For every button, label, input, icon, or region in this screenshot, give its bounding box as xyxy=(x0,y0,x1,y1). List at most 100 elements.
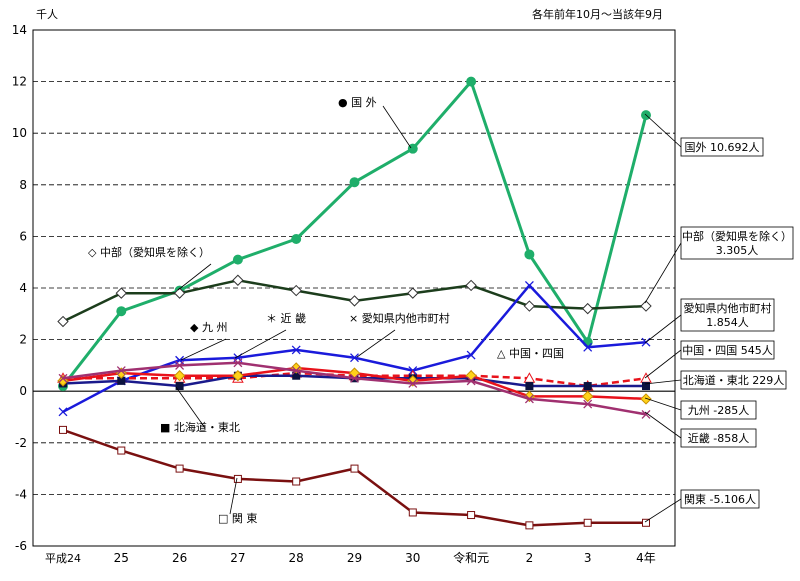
point-marker xyxy=(524,280,534,290)
point-marker xyxy=(116,306,127,317)
end-label-box xyxy=(680,340,775,360)
end-label-kokugai: 国外 10.692人 xyxy=(644,113,764,157)
end-label-box xyxy=(680,137,764,157)
end-label-text: 近畿 -858人 xyxy=(688,431,749,445)
y-tick-label: 6 xyxy=(19,229,27,243)
point-marker xyxy=(233,474,242,483)
end-label-text: 愛知県内他市町村 xyxy=(684,301,772,315)
leader-line xyxy=(382,105,412,149)
annotation-kanto: □ 関 東 xyxy=(218,512,257,525)
point-marker xyxy=(116,366,126,376)
series-line xyxy=(61,80,648,387)
point-marker xyxy=(466,350,476,360)
y-tick-label: 10 xyxy=(12,126,27,140)
x-tick-label: 令和元 xyxy=(453,550,489,565)
point-marker xyxy=(173,370,186,382)
annotation-kinki: ＊ 近 畿 xyxy=(266,311,306,325)
point-marker xyxy=(232,274,244,286)
end-label-kyushu: 九州 -285人 xyxy=(644,397,757,420)
x-axis: 平成24 25 26 27 28 29 30 令和元 2 3 4年 xyxy=(45,550,656,565)
point-marker xyxy=(583,382,592,391)
gridlines xyxy=(33,81,675,495)
point-marker xyxy=(175,360,185,370)
point-marker xyxy=(175,382,184,391)
end-label-text: 九州 -285人 xyxy=(688,404,749,417)
x-tick-label: 27 xyxy=(230,551,245,565)
point-marker xyxy=(350,464,359,473)
x-tick-label: 29 xyxy=(347,551,362,565)
leader-line xyxy=(356,329,396,358)
y-tick-label: -4 xyxy=(15,487,27,501)
point-marker xyxy=(583,518,592,527)
point-marker xyxy=(59,425,67,434)
end-label-text: 1.854人 xyxy=(706,316,749,329)
leader-line xyxy=(234,329,287,359)
series-近畿 xyxy=(58,358,651,419)
point-marker xyxy=(581,302,594,315)
leader-line xyxy=(180,338,227,361)
end-label-leader xyxy=(644,314,682,344)
point-marker xyxy=(290,284,302,297)
point-marker xyxy=(291,233,302,244)
point-marker xyxy=(173,287,186,299)
x-tick-label: 28 xyxy=(289,551,304,565)
end-label-text: 国外 10.692人 xyxy=(685,141,760,154)
point-marker xyxy=(525,521,534,530)
end-label-leader xyxy=(644,411,682,439)
end-label-box xyxy=(680,370,787,390)
end-label-leader xyxy=(644,498,682,523)
x-tick-label: 26 xyxy=(172,551,187,565)
end-label-leader xyxy=(644,349,682,379)
annotation-kokugai: ● 国 外 xyxy=(338,96,377,109)
end-label-leader xyxy=(644,242,682,304)
end-label-box xyxy=(680,428,757,448)
unit-label: 千人 xyxy=(36,8,58,21)
point-marker xyxy=(583,399,593,409)
point-marker xyxy=(233,358,243,368)
period-note: 各年前年10月～当該年9月 xyxy=(532,7,663,21)
y-tick-label: -2 xyxy=(15,436,27,450)
end-label-text: 中国・四国 545人 xyxy=(682,344,773,357)
point-marker xyxy=(581,390,594,403)
y-tick-label: 0 xyxy=(19,384,27,398)
point-marker xyxy=(58,407,68,417)
point-marker xyxy=(466,376,476,386)
end-label-leader xyxy=(644,397,682,411)
point-marker xyxy=(465,279,477,292)
series-国外 xyxy=(58,76,651,392)
end-label-leader xyxy=(644,113,682,148)
end-label-leader xyxy=(644,379,682,385)
point-marker xyxy=(175,464,184,473)
series-関東 xyxy=(59,425,650,530)
end-label-box xyxy=(680,400,757,420)
plot-frame xyxy=(32,29,676,547)
point-marker xyxy=(524,394,534,404)
end-label-text: 中部（愛知県を除く） xyxy=(682,229,792,243)
x-tick-label: 30 xyxy=(405,551,420,565)
leader-line xyxy=(175,386,206,429)
annotation-chugoku: △ 中国・四国 xyxy=(497,347,564,360)
point-marker xyxy=(640,300,652,312)
point-marker xyxy=(291,366,301,376)
end-label-text: 3.305人 xyxy=(716,244,759,257)
point-marker xyxy=(117,446,126,455)
y-tick-label: 14 xyxy=(12,23,27,37)
x-tick-label: 4年 xyxy=(636,551,656,565)
point-marker xyxy=(349,177,360,188)
leader-line xyxy=(229,477,238,515)
end-label-box xyxy=(680,226,794,260)
end-label-text: 北海道・東北 229人 xyxy=(683,373,785,387)
y-axis: -6 -4 -2 0 2 4 6 8 10 12 14 xyxy=(12,23,27,553)
point-marker xyxy=(642,382,650,391)
point-marker xyxy=(583,342,593,352)
end-value-labels: 国外 10.692人中部（愛知県を除く）3.305人愛知県内他市町村1.854人… xyxy=(644,113,794,523)
point-marker xyxy=(407,287,419,299)
x-tick-label: 2 xyxy=(526,551,534,565)
series-lines xyxy=(57,76,652,530)
point-marker xyxy=(350,373,359,383)
point-marker xyxy=(466,76,477,87)
point-marker xyxy=(292,477,301,486)
point-marker xyxy=(232,254,243,265)
